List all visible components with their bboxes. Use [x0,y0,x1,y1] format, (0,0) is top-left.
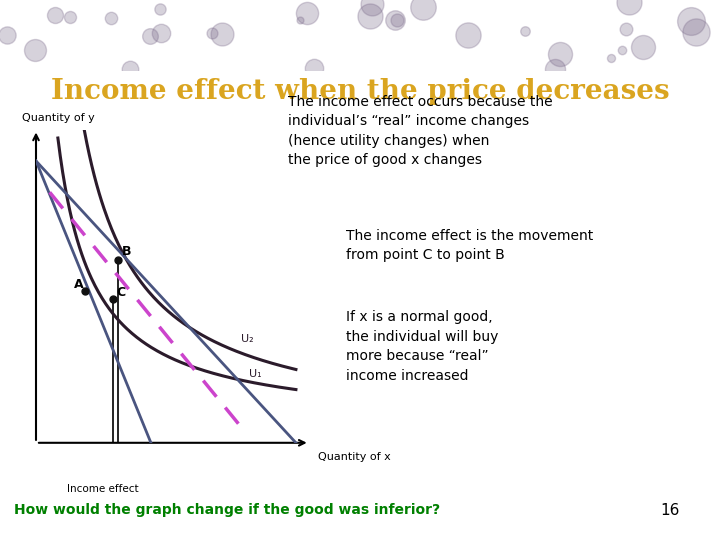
Text: Quantity of x: Quantity of x [318,452,390,462]
Text: C: C [117,286,126,299]
Text: The income effect is the movement
from point C to point B: The income effect is the movement from p… [346,229,593,262]
Text: If x is a normal good,
the individual will buy
more because “real”
income increa: If x is a normal good, the individual wi… [346,310,498,383]
Text: B: B [122,245,132,258]
Text: U₂: U₂ [241,334,254,345]
Text: Quantity of y: Quantity of y [22,113,95,123]
Text: Income effect when the price decreases: Income effect when the price decreases [50,78,670,105]
Text: The income effect occurs because the
individual’s “real” income changes
(hence u: The income effect occurs because the ind… [288,95,553,167]
Text: 16: 16 [660,503,679,518]
Text: Income effect: Income effect [67,483,139,494]
Text: A: A [74,278,84,291]
Text: How would the graph change if the good was inferior?: How would the graph change if the good w… [14,503,441,517]
Text: U₁: U₁ [249,369,262,379]
